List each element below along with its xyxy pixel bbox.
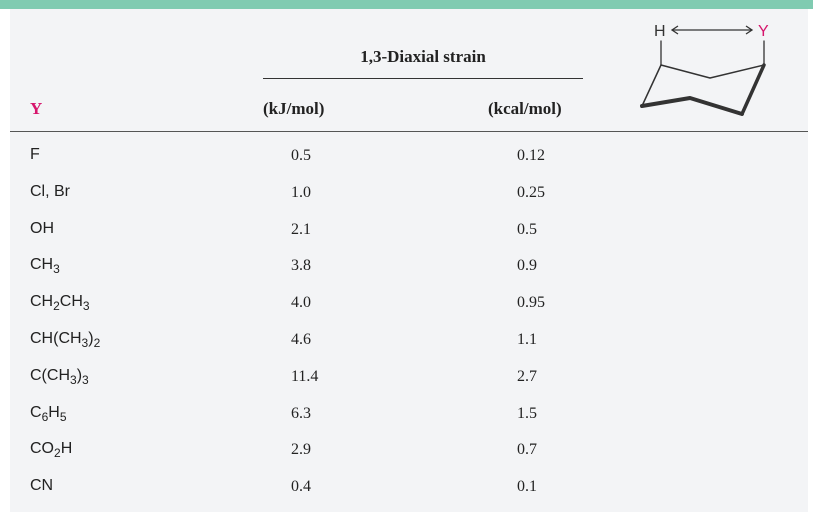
table-row: CH(CH3)2 4.6 1.1 [0,330,813,366]
table-row: CN 0.4 0.1 [0,477,813,513]
cell-substituent: C(CH3)3 [30,366,89,387]
table-row: OH 2.1 0.5 [0,220,813,256]
header-rule [10,131,808,132]
table-row: F 0.5 0.12 [0,146,813,182]
cell-substituent: CH(CH3)2 [30,330,101,350]
cell-kj: 0.4 [291,478,311,496]
cell-kj: 0.5 [291,147,311,164]
table-row: Cl, Br 1.0 0.25 [0,183,813,219]
column-header-kj: (kJ/mol) [263,99,325,118]
cell-substituent: CH2CH3 [30,293,90,314]
cell-kj: 3.8 [291,257,311,275]
accent-bar [0,0,813,9]
table-row: CO2H 2.9 0.7 [0,440,813,476]
cell-kcal: 1.5 [517,404,537,422]
cell-kj: 2.1 [291,220,311,238]
cell-substituent: F [30,146,40,163]
cell-kj: 1.0 [291,183,311,201]
table-row: C(CH3)3 11.4 2.7 [0,367,813,403]
cell-kj: 4.0 [291,294,311,312]
cell-substituent: Cl, Br [30,182,70,200]
cell-kj: 6.3 [291,404,311,422]
cell-kj: 4.6 [291,331,311,348]
cell-kcal: 2.7 [517,367,537,385]
cell-kcal: 0.1 [517,478,537,496]
cyclohexane-ring-icon [640,40,766,116]
cell-kj: 11.4 [291,367,319,385]
cell-substituent: C6H5 [30,403,67,424]
cell-kcal: 1.1 [517,331,537,348]
cell-kcal: 0.12 [517,147,545,164]
group-title: 1,3-Diaxial strain [360,47,486,66]
arrow-icon [670,25,754,35]
column-header-kcal: (kcal/mol) [488,99,562,118]
diagram-label-h: H [654,23,666,40]
cell-kcal: 0.9 [517,257,537,275]
group-rule [263,78,583,79]
cell-substituent: CH3 [30,256,60,277]
table-row: CH3 3.8 0.9 [0,256,813,292]
cell-kcal: 0.5 [517,220,537,238]
cyclohexane-diagram: H Y [640,23,769,116]
cell-kcal: 0.7 [517,441,537,459]
table-row: C6H5 6.3 1.5 [0,404,813,440]
diagram-label-y: Y [758,23,769,40]
cell-kcal: 0.25 [517,183,545,201]
cell-kcal: 0.95 [517,294,545,312]
table-panel [10,9,808,512]
cell-substituent: OH [30,219,54,237]
table-row: CH2CH3 4.0 0.95 [0,293,813,329]
cell-kj: 2.9 [291,441,311,459]
cell-substituent: CO2H [30,440,73,461]
column-header-y: Y [30,99,43,118]
cell-substituent: CN [30,477,54,495]
